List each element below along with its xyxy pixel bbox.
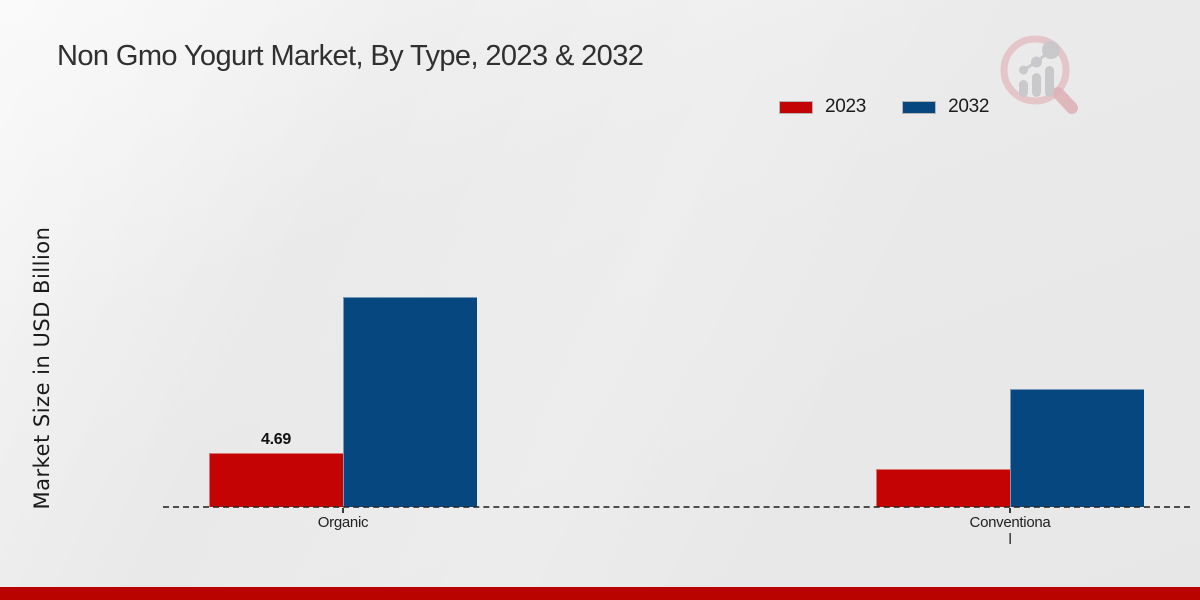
bar-organic-2032	[343, 297, 477, 507]
bar-conventional-2032	[1010, 389, 1144, 507]
legend: 2023 2032	[779, 96, 1013, 118]
chart-title: Non Gmo Yogurt Market, By Type, 2023 & 2…	[57, 40, 644, 72]
brand-logo-magnifier-chart-icon	[1000, 35, 1078, 114]
legend-swatch-2023	[779, 100, 813, 114]
bar-value-label-organic-2023: 4.69	[261, 431, 291, 448]
y-axis-label: Market Size in USD Billion	[30, 226, 54, 510]
bar-conventional-2023	[876, 469, 1010, 507]
x-axis-category-label-conventional: Conventiona l	[969, 514, 1051, 548]
footer-stripe	[0, 587, 1200, 600]
x-axis-baseline	[163, 506, 1190, 508]
bar-organic-2023	[209, 453, 343, 507]
legend-label-2023: 2023	[825, 96, 867, 117]
legend-label-2032: 2032	[948, 96, 990, 117]
x-axis-tick-organic	[342, 508, 344, 513]
x-axis-category-label-organic: Organic	[317, 514, 369, 531]
legend-swatch-2032	[902, 100, 937, 114]
x-axis-tick-conventional	[1009, 508, 1011, 513]
